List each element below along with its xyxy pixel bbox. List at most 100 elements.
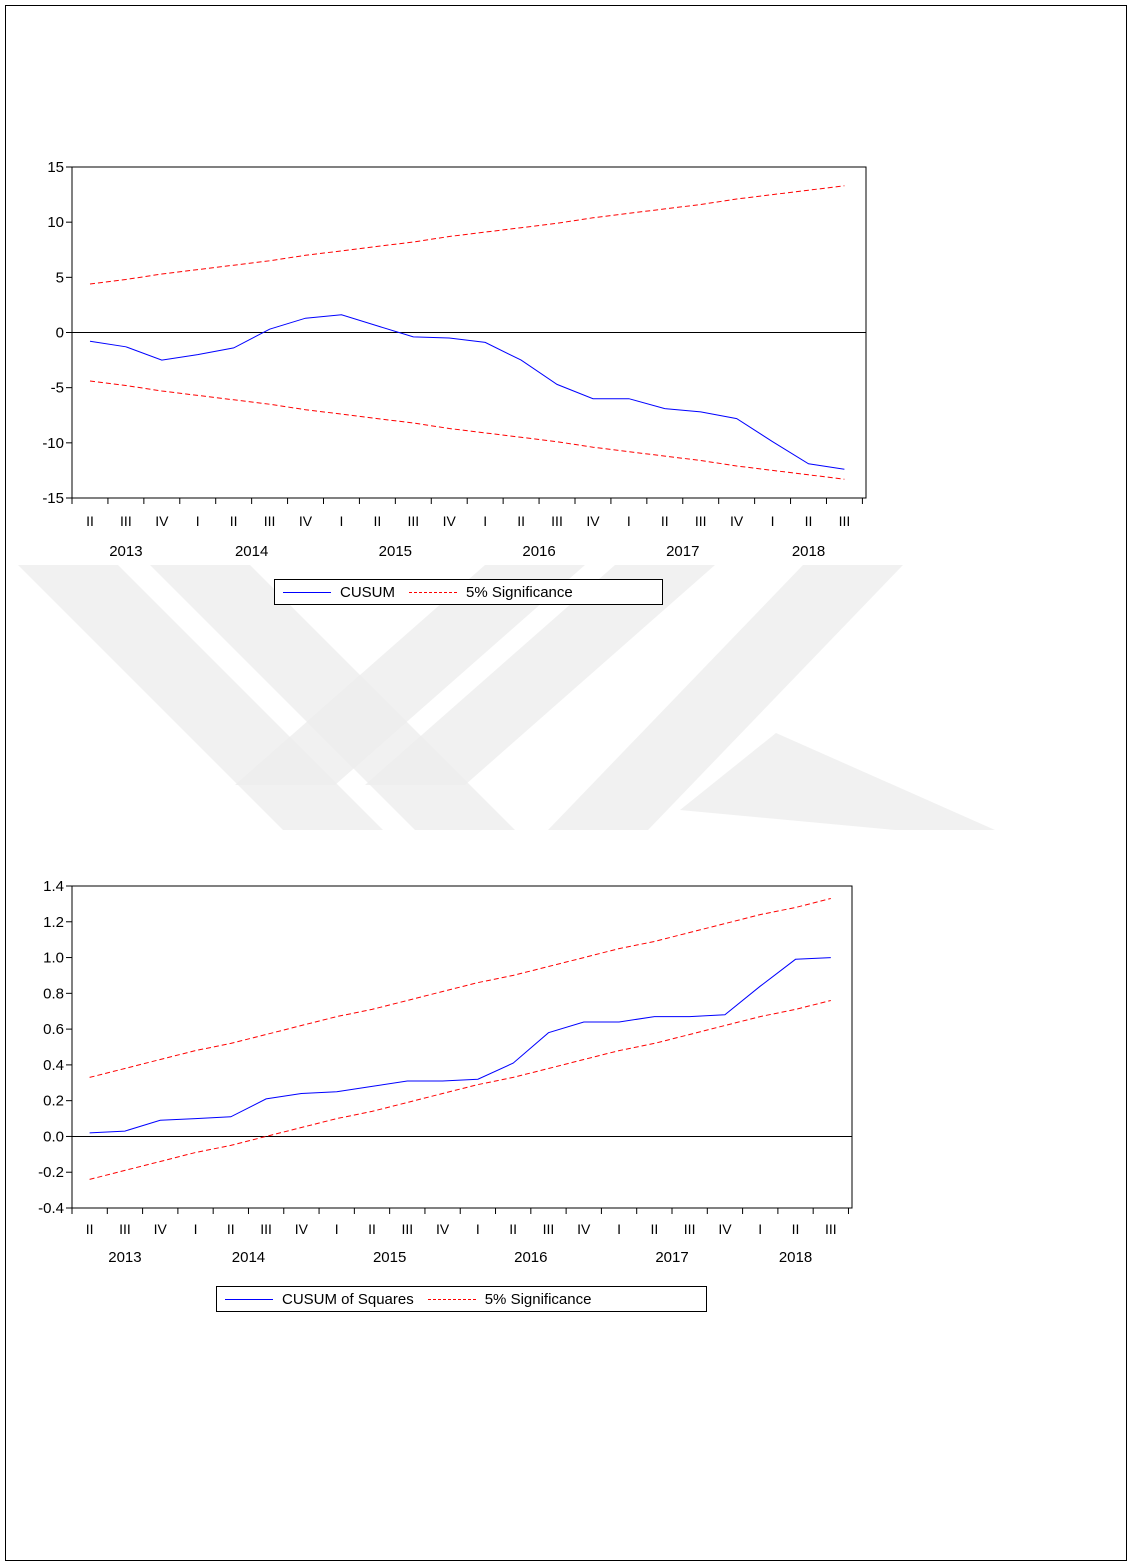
x-tick-label: III [684,1221,696,1237]
y-tick-label: -0.2 [38,1164,64,1181]
y-tick-label: 1.4 [43,878,64,895]
x-tick-label: I [483,513,487,529]
x-tick-label: II [661,513,669,529]
x-tick-label: II [86,513,94,529]
significance-bound-line [89,1000,831,1180]
legend-entry-significance: 5% Significance [427,1290,592,1308]
y-tick-label: 0.0 [43,1128,64,1145]
legend-dashed-line-icon [427,1298,476,1300]
year-label: 2018 [779,1249,812,1266]
x-tick-label: II [86,1221,94,1237]
x-tick-label: III [264,513,276,529]
x-tick-label: I [476,1221,480,1237]
x-tick-label: IV [443,513,457,529]
x-tick-label: IV [154,1221,168,1237]
x-tick-label: I [335,1221,339,1237]
y-tick-label: 5 [56,269,64,286]
year-label: 2015 [379,543,412,560]
year-label: 2013 [109,543,142,560]
y-tick-label: 10 [47,214,64,231]
statistic-line [89,314,845,470]
x-tick-label: I [340,513,344,529]
x-tick-label: III [120,513,132,529]
cusum-of-squares-legend: CUSUM of Squares 5% Significance [216,1286,707,1312]
x-tick-label: II [650,1221,658,1237]
x-tick-label: I [617,1221,621,1237]
watermark-stroke [365,565,715,785]
year-label: 2014 [235,543,268,560]
y-tick-label: 0.2 [43,1093,64,1110]
x-tick-label: III [407,513,419,529]
x-tick-label: IV [718,1221,732,1237]
legend-dashed-line-icon [409,591,457,593]
x-tick-label: III [260,1221,272,1237]
x-tick-label: III [543,1221,555,1237]
x-tick-label: I [627,513,631,529]
legend-entry-cusum: CUSUM [283,584,395,601]
year-label: 2016 [522,543,555,560]
legend-entry-significance: 5% Significance [409,584,573,601]
y-tick-label: -5 [51,380,64,397]
legend-label: CUSUM [340,583,395,601]
x-tick-label: II [509,1221,517,1237]
x-tick-label: IV [155,513,169,529]
y-tick-label: 15 [47,159,64,176]
y-tick-label: 1.0 [43,950,64,967]
y-tick-label: 0 [56,325,64,342]
x-tick-label: III [839,513,851,529]
x-tick-label: I [771,513,775,529]
x-tick-label: IV [586,513,600,529]
x-tick-label: II [373,513,381,529]
significance-bound-line [89,185,845,285]
plot-frame [71,885,853,1209]
x-tick-label: I [194,1221,198,1237]
legend-solid-line-icon [283,591,331,593]
x-tick-label: II [792,1221,800,1237]
cusum-legend: CUSUM 5% Significance [274,579,663,605]
x-tick-label: III [401,1221,413,1237]
year-label: 2017 [655,1249,688,1266]
legend-entry-cusum-of-squares: CUSUM of Squares [225,1291,414,1308]
x-tick-label: IV [577,1221,591,1237]
watermark-stroke [548,565,903,830]
year-label: 2017 [666,543,699,560]
x-tick-label: IV [730,513,744,529]
significance-bound-line [89,898,831,1078]
y-tick-label: -10 [42,435,64,452]
legend-label: CUSUM of Squares [282,1290,414,1308]
x-tick-label: III [119,1221,131,1237]
x-tick-label: IV [295,1221,309,1237]
year-label: 2013 [108,1249,141,1266]
y-tick-label: -15 [42,490,64,507]
x-tick-label: II [227,1221,235,1237]
watermark-stroke [235,565,585,785]
y-tick-label: -0.4 [38,1200,64,1217]
legend-solid-line-icon [225,1298,273,1300]
statistic-line [89,957,831,1134]
x-tick-label: II [517,513,525,529]
x-tick-label: I [758,1221,762,1237]
year-label: 2014 [232,1249,265,1266]
legend-label: 5% Significance [484,1290,592,1308]
significance-bound-line [89,380,845,480]
year-label: 2018 [792,543,825,560]
x-tick-label: II [805,513,813,529]
x-tick-label: III [551,513,563,529]
page-frame [5,5,1127,1561]
x-tick-label: III [695,513,707,529]
x-tick-label: II [230,513,238,529]
x-tick-label: II [368,1221,376,1237]
x-tick-label: IV [436,1221,450,1237]
x-tick-label: I [196,513,200,529]
y-tick-label: 0.4 [43,1057,64,1074]
y-tick-label: 0.8 [43,985,64,1002]
y-tick-label: 1.2 [43,914,64,931]
legend-label: 5% Significance [466,583,573,601]
year-label: 2016 [514,1249,547,1266]
y-tick-label: 0.6 [43,1021,64,1038]
watermark-stroke [680,733,995,830]
x-tick-label: IV [299,513,313,529]
